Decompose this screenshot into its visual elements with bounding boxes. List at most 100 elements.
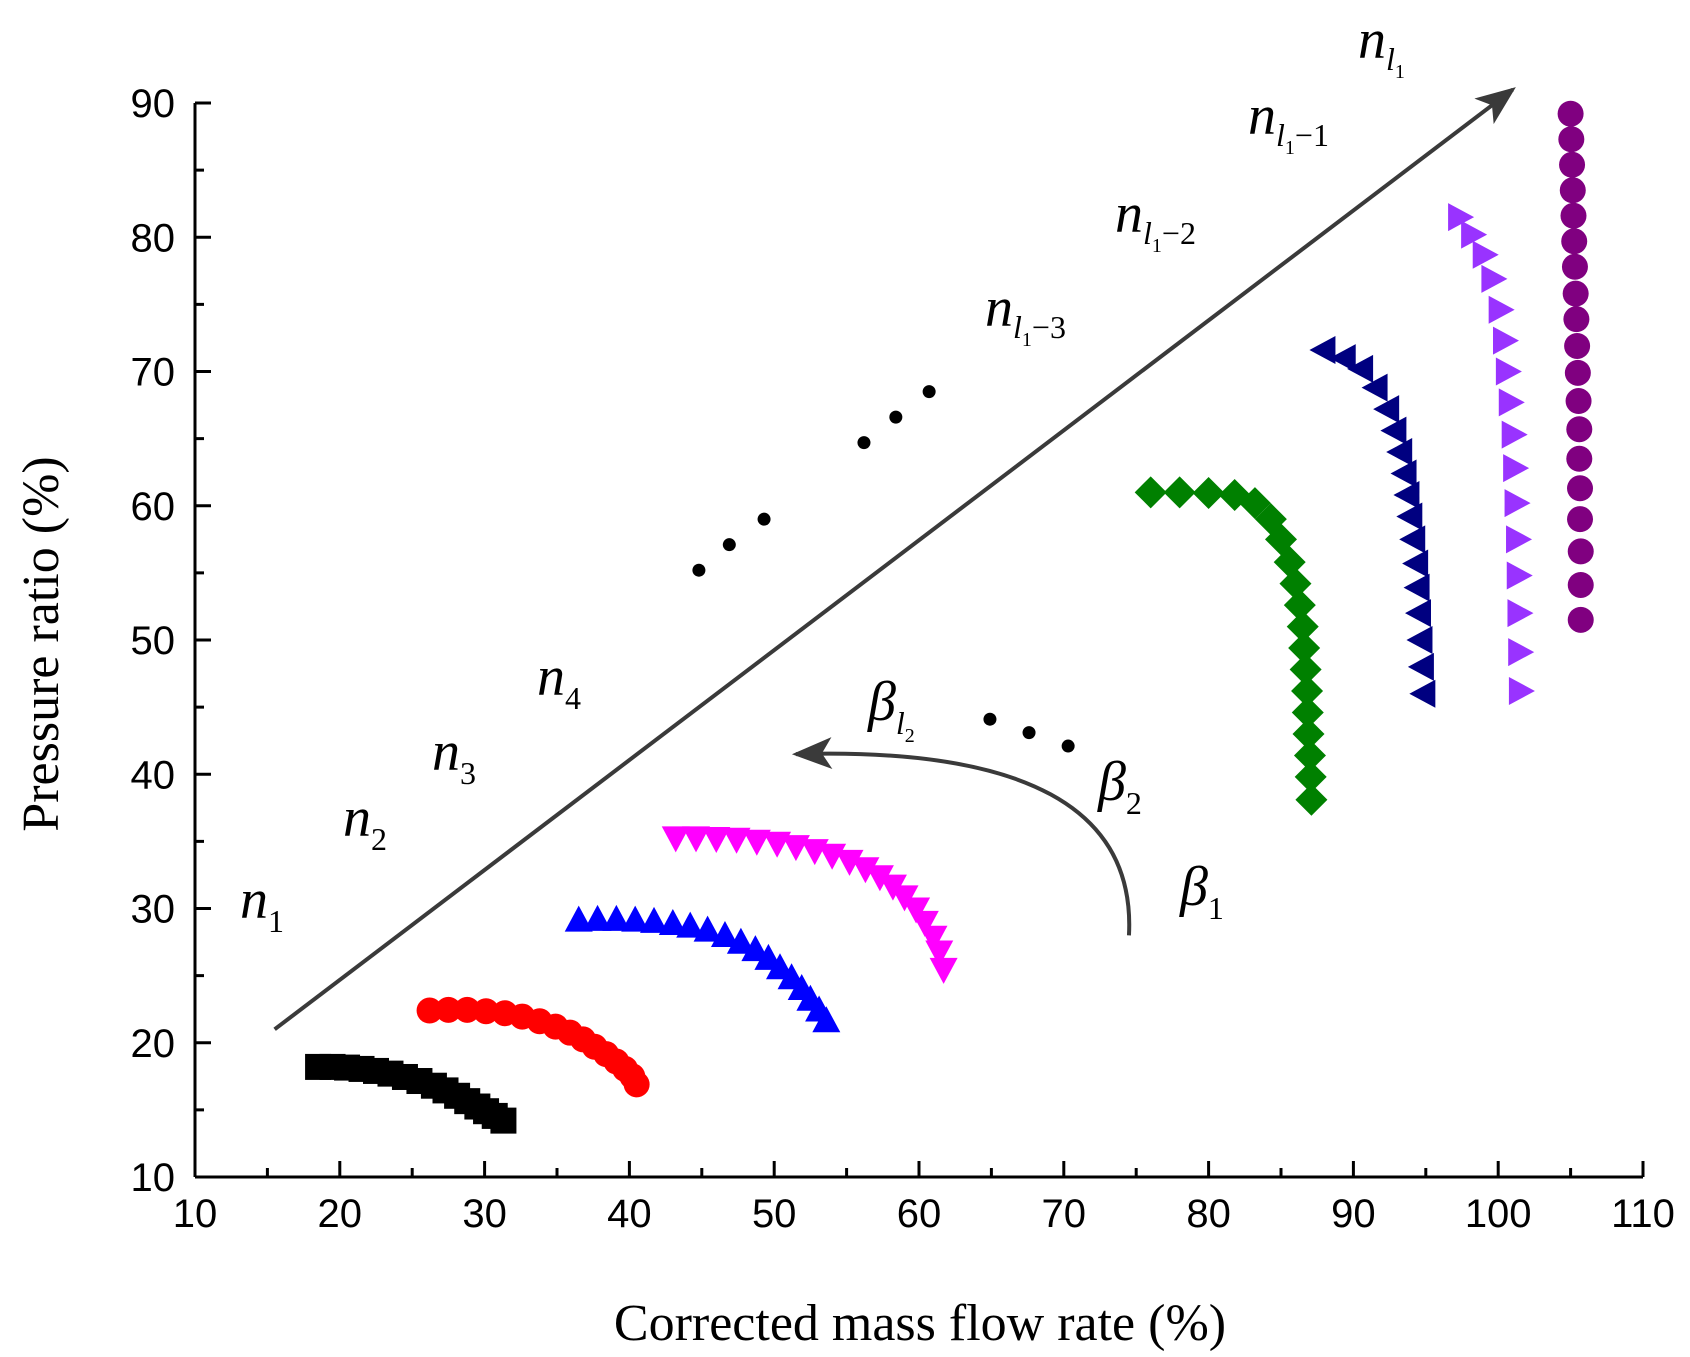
data-point-triangle-down [702, 827, 731, 854]
data-point-triangle-up [710, 921, 739, 948]
series-n2 [416, 996, 650, 1098]
x-tick-label: 30 [462, 1192, 507, 1236]
data-point-triangle-down [929, 957, 958, 984]
y-tick-label: 30 [131, 888, 176, 932]
label-beta-l2: βl2 [867, 671, 915, 747]
ellipsis-dot [857, 436, 871, 450]
data-point-circle [1559, 177, 1586, 204]
x-tick-label: 50 [752, 1192, 797, 1236]
data-point-circle [1564, 359, 1591, 386]
data-point-circle [1567, 571, 1594, 598]
data-point-triangle-left [1329, 344, 1356, 373]
axes: 10 20 30 40 50 60 70 80 90 100 110 10 20 30 40 50 60 70 80… [131, 82, 1675, 1236]
y-tick-label: 90 [131, 82, 176, 126]
data-point-triangle-down [682, 826, 711, 853]
label-n1: n1 [240, 869, 284, 939]
data-point-triangle-down [910, 910, 939, 937]
x-tick-label: 60 [897, 1192, 942, 1236]
ellipsis-dot [692, 563, 706, 577]
data-point-circle [435, 996, 462, 1023]
data-point-circle [1565, 388, 1592, 415]
series-n-l1-2 [1309, 336, 1436, 708]
x-tick-label: 100 [1465, 1192, 1532, 1236]
data-point-circle [454, 996, 481, 1023]
data-point-triangle-right [1508, 677, 1535, 706]
data-point-circle [473, 998, 500, 1025]
data-point-circle [1561, 228, 1588, 255]
data-point-triangle-left [1390, 459, 1417, 488]
data-point-square [490, 1107, 517, 1134]
data-point-triangle-left [1393, 481, 1420, 510]
ellipsis-dot [983, 712, 997, 726]
x-tick-label: 40 [607, 1192, 652, 1236]
data-point-diamond [1238, 487, 1271, 520]
data-point-triangle-down [925, 940, 954, 967]
data-point-circle [1564, 332, 1591, 359]
data-point-triangle-right [1448, 203, 1475, 232]
data-point-diamond [1279, 567, 1312, 600]
y-tick-label: 10 [131, 1156, 176, 1200]
series-n4 [661, 826, 958, 984]
data-point-circle [1559, 151, 1586, 178]
data-point-diamond [1286, 610, 1319, 643]
data-point-triangle-left [1386, 438, 1413, 467]
ellipsis-dot [1022, 726, 1036, 740]
series-n1 [305, 1053, 517, 1134]
data-point-triangle-up [602, 904, 631, 931]
label-n3: n3 [432, 721, 476, 791]
data-point-diamond [1192, 476, 1225, 509]
data-point-triangle-right [1506, 525, 1533, 554]
y-tick-label: 40 [131, 753, 176, 797]
data-point-circle [1566, 445, 1593, 472]
data-point-triangle-right [1501, 420, 1528, 449]
data-point-diamond [1292, 717, 1325, 750]
data-point-triangle-right [1503, 454, 1530, 483]
data-point-triangle-up [812, 1006, 841, 1033]
series-n-l1-1 [1448, 203, 1535, 706]
x-tick-label: 80 [1186, 1192, 1231, 1236]
y-tick-label: 80 [131, 216, 176, 260]
series-n-l1-3 [1134, 476, 1328, 816]
data-point-diamond [1134, 476, 1167, 509]
label-n2: n2 [343, 787, 387, 857]
data-point-triangle-up [693, 915, 722, 942]
ellipsis-dot [757, 512, 771, 526]
data-point-triangle-up [676, 911, 705, 938]
ellipsis-dot [722, 538, 736, 552]
data-point-circle [416, 997, 443, 1024]
data-point-triangle-left [1402, 549, 1429, 578]
data-point-triangle-left [1407, 652, 1434, 681]
data-point-circle [1561, 253, 1588, 280]
data-point-triangle-up [640, 906, 669, 933]
data-point-circle [1558, 126, 1585, 153]
data-point-triangle-down [661, 826, 690, 853]
data-point-triangle-up [726, 927, 755, 954]
data-point-triangle-right [1495, 357, 1522, 386]
data-point-triangle-down [835, 849, 864, 876]
x-tick-label: 110 [1611, 1192, 1675, 1236]
data-point-triangle-down [865, 865, 894, 892]
data-point-triangle-down [722, 827, 751, 854]
label-n4: n4 [537, 646, 581, 716]
data-point-circle [1560, 202, 1587, 229]
series-n-l1 [1557, 100, 1594, 633]
label-n-l1: nl1 [1358, 9, 1405, 83]
data-point-circle [1567, 506, 1594, 533]
data-point-circle [1557, 100, 1584, 127]
ellipsis-dot [1061, 739, 1075, 753]
y-tick-label: 50 [131, 619, 176, 663]
data-series [305, 100, 1594, 1134]
data-point-triangle-right [1488, 295, 1515, 324]
data-point-triangle-right [1504, 489, 1531, 518]
data-point-diamond [1163, 476, 1196, 509]
data-point-triangle-right [1508, 638, 1535, 667]
label-n-l1-minus-1: nl1−1 [1248, 85, 1329, 159]
data-point-diamond [1291, 675, 1324, 708]
data-point-triangle-right [1506, 561, 1533, 590]
series-n3 [564, 904, 841, 1033]
data-point-triangle-down [902, 897, 931, 924]
data-point-triangle-right [1492, 326, 1519, 355]
beta-direction-arrow [791, 737, 1132, 936]
data-point-triangle-left [1380, 416, 1407, 445]
data-point-triangle-left [1406, 626, 1433, 654]
